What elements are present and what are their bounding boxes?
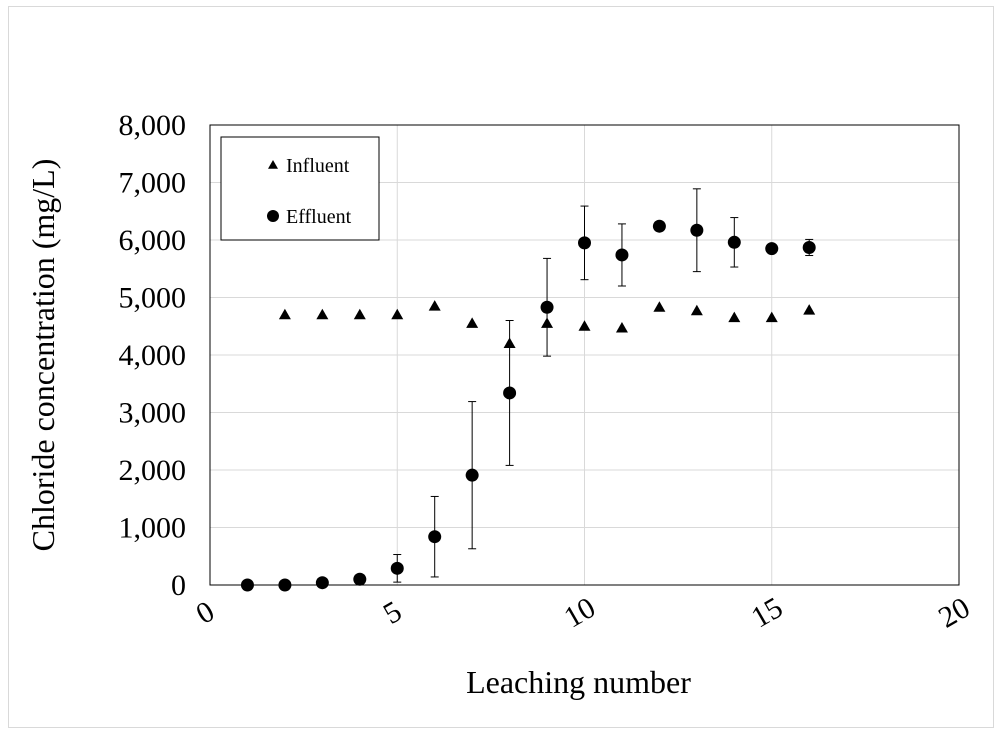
y-tick-label: 6,000: [119, 224, 187, 257]
data-point-circle: [765, 242, 779, 256]
data-point-triangle: [803, 304, 816, 315]
data-point-circle: [315, 576, 329, 590]
y-axis: 0 1,000 2,000 3,000 4,000 5,000 6,000 7,000 8,00…: [119, 109, 187, 602]
data-point-circle: [503, 386, 517, 400]
data-point-circle: [727, 235, 741, 249]
data-point-triangle: [278, 308, 291, 320]
legend-items: [267, 160, 279, 222]
data-point-circle: [652, 219, 666, 233]
data-point-triangle: [690, 304, 703, 316]
x-axis-title: Leaching number: [466, 664, 691, 700]
data-point-triangle: [316, 308, 329, 320]
x-tick-label: 5: [378, 595, 407, 631]
legend-box: [220, 136, 380, 241]
data-point-circle: [390, 561, 404, 575]
data-point-circle: [690, 223, 704, 237]
y-tick-label: 2,000: [119, 454, 187, 487]
data-point-circle: [428, 530, 442, 544]
x-tick-label: 0: [191, 595, 220, 631]
legend-marker-triangle: [268, 160, 278, 169]
y-axis-title: Chloride concentration (mg/L): [25, 159, 61, 552]
y-tick-label: 7,000: [119, 167, 187, 200]
y-tick-label: 5,000: [119, 282, 187, 315]
data-point-triangle: [428, 300, 441, 311]
data-point-circle: [802, 240, 816, 254]
y-tick-label: 8,000: [119, 109, 187, 142]
data-point-circle: [240, 578, 254, 592]
plot-area: [209, 124, 960, 586]
x-tick-label: 20: [933, 591, 975, 635]
y-tick-label: 0: [171, 569, 186, 602]
x-axis: 0 5 10 15 20: [191, 591, 976, 635]
data-point-triangle: [615, 321, 628, 333]
chart-frame: 0 1,000 2,000 3,000 4,000 5,000 6,000 7,000 8,00…: [8, 6, 994, 728]
y-tick-label: 1,000: [119, 512, 187, 545]
legend-marker-circle: [267, 210, 279, 222]
series-effluent: [240, 188, 816, 592]
y-tick-label: 4,000: [119, 339, 187, 372]
data-point-circle: [540, 300, 554, 314]
data-series: [240, 188, 816, 592]
legend-label-influent: Influent: [286, 155, 350, 177]
data-point-triangle: [728, 311, 741, 323]
data-point-triangle: [765, 311, 778, 323]
scatter-chart: 0 1,000 2,000 3,000 4,000 5,000 6,000 7,000 8,00…: [25, 109, 976, 700]
data-point-circle: [353, 572, 367, 586]
x-tick-label: 15: [746, 591, 788, 635]
x-tick-label: 10: [559, 591, 601, 635]
data-point-triangle: [578, 320, 591, 331]
data-point-triangle: [466, 317, 479, 328]
data-point-circle: [465, 468, 479, 482]
legend-label-effluent: Effluent: [286, 206, 352, 228]
data-point-triangle: [391, 308, 404, 320]
data-point-triangle: [653, 301, 666, 312]
data-point-circle: [615, 248, 629, 262]
legend: Influent Effluent: [220, 136, 380, 241]
data-point-circle: [278, 578, 292, 592]
data-point-circle: [578, 236, 591, 250]
data-point-triangle: [353, 308, 366, 320]
y-tick-label: 3,000: [119, 397, 187, 430]
